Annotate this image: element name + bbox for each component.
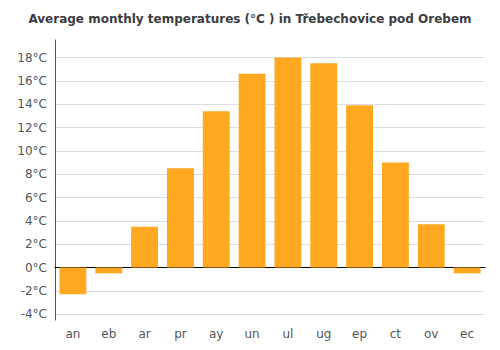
svg-text:Average monthly temperatures (: Average monthly temperatures (°C ) in Tř… (28, 12, 471, 26)
svg-text:-2°C: -2°C (21, 284, 47, 298)
svg-text:8°C: 8°C (25, 167, 47, 181)
svg-text:-4°C: -4°C (21, 307, 47, 321)
svg-text:18°C: 18°C (17, 51, 47, 65)
svg-text:ep: ep (352, 327, 367, 341)
svg-text:ar: ar (138, 327, 150, 341)
svg-text:ug: ug (316, 327, 331, 341)
svg-text:6°C: 6°C (25, 191, 47, 205)
svg-text:ct: ct (390, 327, 402, 341)
svg-text:ul: ul (282, 327, 293, 341)
svg-text:ec: ec (460, 327, 474, 341)
svg-text:2°C: 2°C (25, 237, 47, 251)
svg-text:pr: pr (174, 327, 187, 341)
svg-text:un: un (244, 327, 259, 341)
svg-text:eb: eb (101, 327, 116, 341)
svg-text:an: an (65, 327, 80, 341)
svg-text:14°C: 14°C (17, 97, 47, 111)
svg-text:0°C: 0°C (25, 261, 47, 275)
svg-text:16°C: 16°C (17, 74, 47, 88)
svg-text:ay: ay (209, 327, 223, 341)
svg-text:4°C: 4°C (25, 214, 47, 228)
svg-text:10°C: 10°C (17, 144, 47, 158)
svg-text:ov: ov (424, 327, 438, 341)
svg-text:12°C: 12°C (17, 121, 47, 135)
